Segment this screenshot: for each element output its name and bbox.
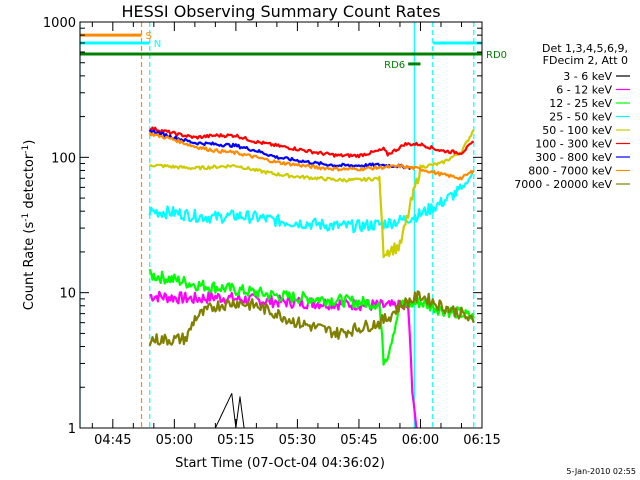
y-axis-label: Count Rate (s-1 detector-1) xyxy=(21,140,37,311)
x-tick-label-5: 06:00 xyxy=(402,433,439,448)
x-tick-label-6: 06:15 xyxy=(463,433,500,448)
x-tick-label-3: 05:30 xyxy=(279,433,316,448)
x-axis-ticks: 04:45 05:00 05:15 05:30 05:45 06:00 06:15 xyxy=(91,22,501,448)
legend-label-8: 7000 - 20000 keV xyxy=(514,178,612,191)
legend: Det 1,3,4,5,6,9, FDecim 2, Att 0 3 - 6 k… xyxy=(514,42,630,191)
y-tick-label-1: 10 xyxy=(59,287,76,302)
flag-bars: SN RD0 RD6 xyxy=(80,31,507,71)
series-line-6 xyxy=(148,129,413,170)
series-line-2 xyxy=(148,268,475,366)
chart-title: HESSI Observing Summary Count Rates xyxy=(121,2,440,21)
x-tick-label-4: 05:45 xyxy=(340,433,377,448)
legend-label-7: 800 - 7000 keV xyxy=(528,165,612,178)
x-tick-label-2: 05:15 xyxy=(217,433,254,448)
series-line-7 xyxy=(148,132,475,181)
legend-label-5: 100 - 300 keV xyxy=(535,138,612,151)
legend-label-1: 6 - 12 keV xyxy=(556,84,612,97)
series-line-1 xyxy=(149,290,418,429)
flag-label-4: RD6 xyxy=(384,60,405,71)
series-line-5 xyxy=(149,126,474,159)
flag-label-1: N xyxy=(154,39,161,50)
series-line-0 xyxy=(149,393,474,429)
legend-label-3: 25 - 50 keV xyxy=(549,111,612,124)
plot-frame xyxy=(79,21,483,429)
legend-header-line-2: FDecim 2, Att 0 xyxy=(543,54,628,67)
y-tick-label-0: 1 xyxy=(68,422,76,437)
series-line-3 xyxy=(148,169,475,234)
footer-date: 5-Jan-2010 02:55 xyxy=(566,467,636,476)
series-line-4 xyxy=(149,129,475,259)
legend-header-line-1: Det 1,3,4,5,6,9, xyxy=(542,42,628,55)
y-tick-label-3: 1000 xyxy=(43,16,76,31)
flag-label-3: RD0 xyxy=(486,50,507,61)
legend-label-2: 12 - 25 keV xyxy=(549,97,612,110)
series-line-8 xyxy=(148,290,475,347)
legend-label-6: 300 - 800 keV xyxy=(535,151,612,164)
series-lines xyxy=(148,126,475,429)
flag-label-0: S xyxy=(146,31,152,42)
y-tick-label-2: 100 xyxy=(51,151,76,166)
x-tick-label-1: 05:00 xyxy=(156,433,193,448)
legend-label-0: 3 - 6 keV xyxy=(563,70,612,83)
x-axis-label: Start Time (07-Oct-04 04:36:02) xyxy=(175,456,385,471)
vertical-markers xyxy=(79,22,475,428)
y-axis-ticks: 1 10 100 1000 xyxy=(43,16,482,437)
x-tick-label-0: 04:45 xyxy=(94,433,131,448)
legend-label-4: 50 - 100 keV xyxy=(542,124,612,137)
